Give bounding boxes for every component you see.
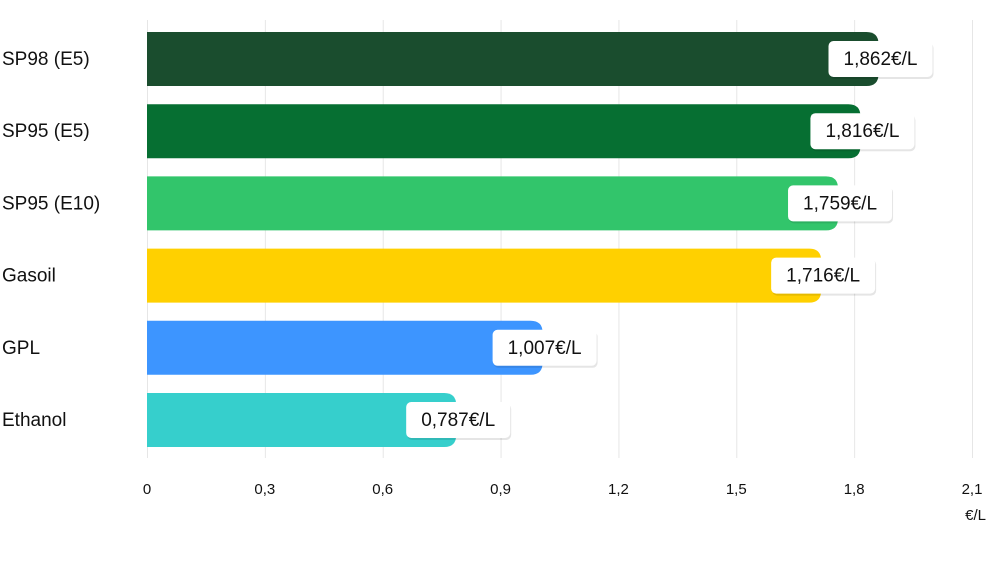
data-label-text: 1,816€/L	[825, 121, 899, 142]
category-labels: SP98 (E5) SP95 (E5) SP95 (E10) Gasoil GPL Eth…	[2, 49, 100, 431]
category-label-0: SP98 (E5)	[2, 49, 90, 70]
x-axis-ticks: 0 0,3 0,6 0,9 1,2 1,5 1,8 2,1	[143, 481, 983, 498]
category-label-1: SP95 (E5)	[2, 121, 90, 142]
x-tick-label-2: 0,6	[372, 481, 393, 498]
data-label-box	[771, 257, 876, 294]
bar-1	[147, 104, 861, 159]
bar-5	[147, 393, 457, 447]
data-label-5: 0,787€/L	[406, 402, 512, 440]
data-labels: 1,862€/L 1,816€/L 1,759€/L 1,716€/L 1,007€/L…	[406, 41, 934, 440]
x-tick-label-5: 1,5	[726, 481, 747, 498]
x-tick-label-0: 0	[143, 481, 151, 498]
data-label-text: 1,007€/L	[508, 338, 582, 359]
bar-0	[147, 32, 879, 86]
data-label-text: 1,759€/L	[803, 193, 877, 214]
x-tick-label-3: 0,9	[490, 481, 511, 498]
data-label-1: 1,816€/L	[810, 113, 916, 152]
data-label-text: 0,787€/L	[421, 410, 495, 431]
data-label-box	[788, 185, 893, 222]
x-tick-label-6: 1,8	[844, 481, 865, 498]
bar-4	[147, 320, 543, 375]
x-tick-label-7: 2,1	[962, 481, 983, 498]
data-label-box	[828, 41, 933, 77]
category-label-4: GPL	[2, 338, 40, 359]
category-label-3: Gasoil	[2, 266, 56, 287]
data-label-box	[492, 329, 597, 366]
category-label-2: SP95 (E10)	[2, 193, 100, 214]
bars	[147, 32, 879, 447]
data-label-3: 1,716€/L	[771, 257, 877, 296]
gridlines	[147, 20, 973, 458]
bar-3	[147, 248, 822, 303]
data-label-box	[406, 402, 511, 438]
x-axis-unit-label: €/L	[965, 507, 986, 524]
bar-2	[147, 176, 839, 231]
x-tick-label-1: 0,3	[254, 481, 275, 498]
data-label-box	[810, 113, 915, 150]
data-label-2: 1,759€/L	[788, 185, 894, 224]
data-label-text: 1,716€/L	[786, 266, 860, 287]
data-label-text: 1,862€/L	[844, 49, 918, 70]
data-label-0: 1,862€/L	[828, 41, 934, 79]
category-label-5: Ethanol	[2, 410, 66, 431]
data-label-4: 1,007€/L	[492, 329, 598, 368]
x-tick-label-4: 1,2	[608, 481, 629, 498]
